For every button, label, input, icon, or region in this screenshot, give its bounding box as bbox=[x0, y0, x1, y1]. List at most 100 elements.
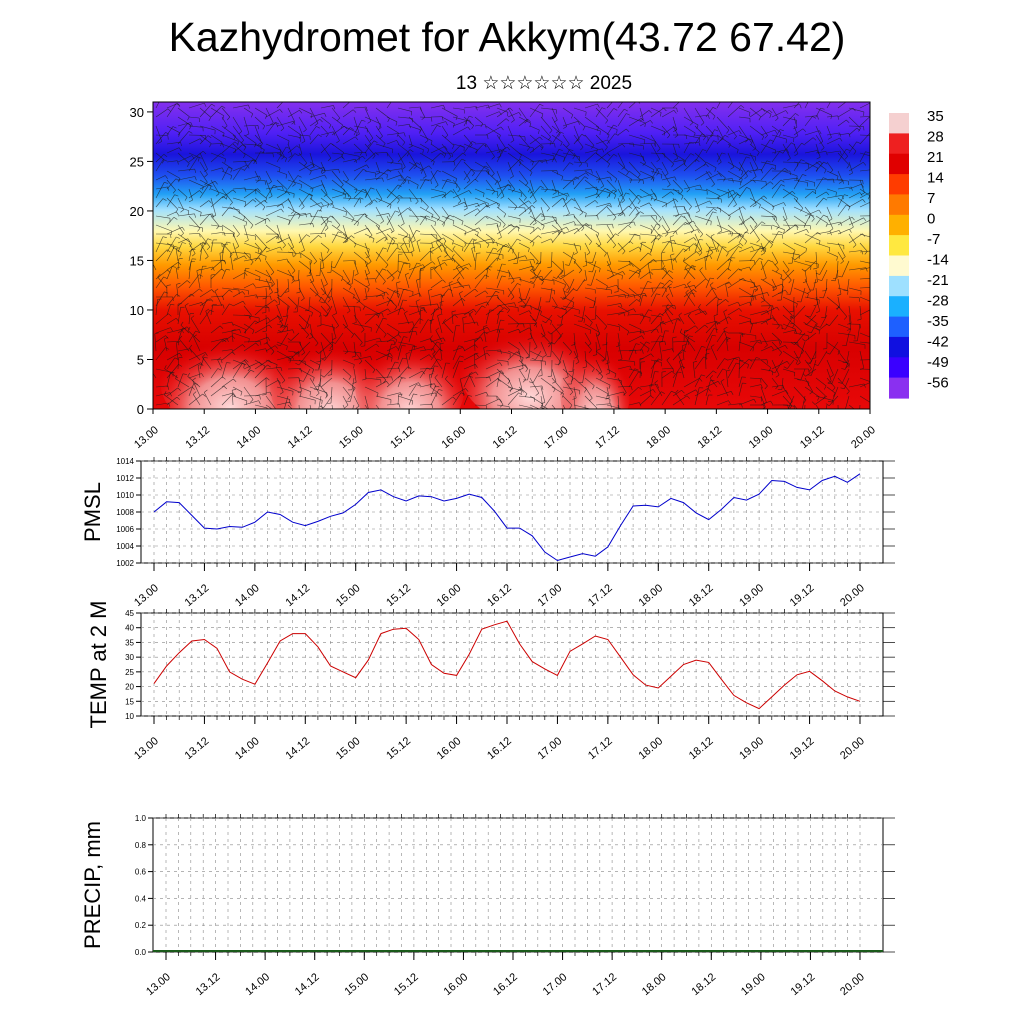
wind-barb bbox=[468, 374, 476, 388]
wind-barb-flag bbox=[564, 376, 569, 379]
wind-barb bbox=[419, 250, 431, 262]
wind-barb bbox=[727, 130, 740, 136]
wind-barb bbox=[507, 188, 522, 194]
wind-barb-flag bbox=[587, 343, 592, 347]
wind-barb-flag bbox=[280, 127, 285, 132]
wind-barb-flag bbox=[622, 250, 626, 255]
wind-barb bbox=[320, 287, 331, 300]
wind-barb bbox=[276, 233, 286, 246]
wind-barb bbox=[342, 215, 359, 223]
wind-barb-flag bbox=[300, 249, 305, 253]
wind-barb-flag bbox=[242, 301, 246, 305]
wind-barb-flag bbox=[862, 180, 864, 185]
wind-barb bbox=[595, 233, 602, 245]
wind-barb bbox=[606, 312, 624, 316]
wind-barb bbox=[472, 240, 476, 253]
wind-barb bbox=[859, 233, 870, 238]
wind-barb-flag bbox=[268, 359, 272, 364]
wind-barb bbox=[801, 395, 806, 409]
wind-barb-flag bbox=[748, 170, 752, 174]
wind-barb bbox=[859, 305, 862, 320]
wind-barb bbox=[485, 223, 498, 226]
wind-barb bbox=[529, 377, 540, 394]
wind-barb-flag bbox=[781, 284, 785, 288]
wind-barb-flag bbox=[802, 128, 807, 132]
wind-barb bbox=[397, 263, 404, 280]
wind-barb bbox=[540, 134, 552, 142]
wind-barb-flag bbox=[390, 230, 395, 234]
wind-barb bbox=[287, 404, 293, 409]
wind-barb bbox=[331, 332, 334, 350]
x-tick-label: 14.12 bbox=[283, 735, 312, 762]
wind-barb-flag bbox=[310, 260, 313, 265]
x-tick-label: 18.12 bbox=[687, 735, 716, 762]
wind-barb-flag bbox=[180, 321, 184, 326]
wind-barb-flag bbox=[262, 206, 266, 211]
wind-barb bbox=[617, 308, 634, 316]
wind-barb bbox=[562, 395, 573, 406]
wind-barb bbox=[705, 107, 714, 118]
wind-barb bbox=[595, 202, 610, 208]
wind-barb-flag bbox=[840, 387, 845, 390]
wind-barb-flag bbox=[662, 265, 666, 269]
wind-barb-flag bbox=[496, 396, 498, 401]
wind-barb bbox=[529, 160, 540, 172]
wind-barb-flag bbox=[813, 304, 818, 307]
wind-barb bbox=[738, 156, 747, 172]
wind-barb-flag bbox=[790, 322, 795, 325]
wind-barb bbox=[749, 257, 760, 271]
wind-barb bbox=[474, 326, 488, 334]
wind-barb bbox=[709, 378, 718, 388]
wind-barb-flag bbox=[674, 305, 676, 310]
wind-barb-flag bbox=[789, 171, 791, 176]
wind-barb-flag bbox=[365, 255, 370, 259]
wind-barb bbox=[810, 350, 817, 364]
wind-barb bbox=[434, 377, 443, 388]
wind-barb-flag bbox=[752, 322, 757, 324]
wind-barb-flag bbox=[250, 224, 254, 229]
wind-barb bbox=[582, 368, 586, 383]
wind-barb-flag bbox=[400, 223, 405, 226]
wind-barb bbox=[342, 152, 360, 157]
wind-barb-flag bbox=[451, 145, 455, 150]
wind-barb bbox=[276, 401, 290, 406]
wind-barb bbox=[441, 170, 457, 179]
wind-barb bbox=[844, 377, 850, 389]
wind-barb-flag bbox=[754, 288, 758, 293]
wind-barb bbox=[595, 242, 607, 254]
wind-barb-flag bbox=[285, 174, 287, 179]
wind-barb bbox=[507, 305, 519, 308]
wind-barb-flag bbox=[638, 297, 642, 302]
wind-barb bbox=[639, 353, 652, 361]
wind-barb-flag bbox=[802, 373, 806, 377]
wind-barb bbox=[287, 368, 301, 370]
wind-barb bbox=[845, 332, 850, 346]
wind-barb-flag bbox=[849, 229, 852, 233]
wind-barb-flag bbox=[555, 220, 558, 225]
wind-barb bbox=[166, 246, 175, 262]
wind-barb bbox=[287, 212, 296, 226]
wind-barb bbox=[782, 242, 796, 251]
wind-barb bbox=[760, 129, 776, 136]
wind-barb-flag bbox=[176, 211, 179, 216]
wind-barb-flag bbox=[493, 247, 498, 250]
wind-barb bbox=[276, 386, 294, 392]
wind-barb-flag bbox=[785, 110, 789, 114]
wind-barb bbox=[320, 404, 324, 409]
wind-barb bbox=[243, 386, 254, 400]
wind-barb-flag bbox=[752, 296, 755, 301]
wind-barb-flag bbox=[705, 163, 709, 168]
wind-barb-flag bbox=[873, 287, 874, 291]
wind-barb-flag bbox=[819, 130, 822, 135]
wind-barb bbox=[221, 125, 236, 137]
wind-barb bbox=[639, 110, 650, 118]
wind-barb-flag bbox=[440, 294, 445, 297]
wind-barb bbox=[806, 314, 817, 325]
wind-barb bbox=[782, 113, 796, 127]
wind-barb-flag bbox=[276, 123, 279, 128]
wind-barb-flag bbox=[416, 278, 421, 281]
wind-barb-flag bbox=[657, 236, 661, 241]
wind-barb-flag bbox=[409, 149, 414, 153]
wind-barb bbox=[342, 136, 356, 145]
wind-barb bbox=[353, 323, 372, 328]
